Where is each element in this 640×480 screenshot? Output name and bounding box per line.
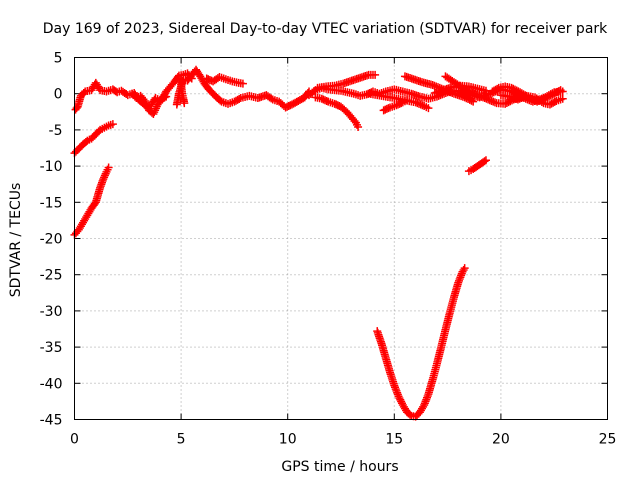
- data-point: [108, 120, 117, 129]
- y-tick-label: -40: [40, 376, 63, 392]
- data-point: [142, 100, 151, 109]
- data-point: [143, 102, 152, 111]
- series-arc-10: [313, 70, 380, 92]
- y-tick-label: -5: [49, 123, 63, 139]
- tick-labels: 0 5 10 15 20 25 5 0 -5 -10 -15 -20 -25 -30 -35 -40 -45: [40, 51, 617, 448]
- data-point: [267, 94, 276, 103]
- data-point: [395, 394, 404, 403]
- series-arc-19: [373, 264, 469, 421]
- data-point: [397, 397, 406, 406]
- series-arc-15: [430, 81, 490, 97]
- data-point: [151, 104, 160, 113]
- series-arc-1: [70, 163, 113, 239]
- x-tick-label: 20: [492, 432, 510, 448]
- axis-ticks: [74, 57, 608, 420]
- series-arc-7: [177, 75, 189, 108]
- data-point: [100, 171, 109, 180]
- series-arc-13: [400, 72, 478, 106]
- data-point: [459, 265, 468, 274]
- data-point: [101, 169, 110, 178]
- data-point: [99, 175, 108, 184]
- data-point: [180, 99, 189, 108]
- y-tick-label: 5: [54, 51, 63, 67]
- y-tick-label: -30: [40, 304, 63, 320]
- data-point: [371, 70, 380, 79]
- data-point: [537, 97, 546, 106]
- data-point: [100, 173, 109, 182]
- data-point: [394, 392, 403, 401]
- chart-title: Day 169 of 2023, Sidereal Day-to-day VTE…: [43, 21, 608, 37]
- data-point: [403, 96, 412, 105]
- data-point: [558, 94, 567, 103]
- series-arc-18: [464, 156, 490, 176]
- x-axis-label: GPS time / hours: [281, 459, 398, 475]
- data-point: [150, 108, 159, 117]
- data-point: [493, 84, 502, 93]
- data-point: [554, 86, 563, 95]
- x-tick-label: 15: [385, 432, 403, 448]
- x-tick-label: 10: [279, 432, 297, 448]
- data-marks: [70, 65, 567, 421]
- data-point: [460, 264, 469, 273]
- data-point: [550, 97, 559, 106]
- data-point: [469, 97, 478, 106]
- series-arc-5: [172, 65, 314, 112]
- series-arc-11: [364, 89, 433, 113]
- y-tick-label: -10: [40, 159, 63, 175]
- y-axis-label: SDTVAR / TECUs: [8, 183, 24, 298]
- data-point: [480, 157, 489, 166]
- data-point: [354, 123, 363, 132]
- data-point: [405, 410, 414, 419]
- x-tick-label: 5: [177, 432, 186, 448]
- y-tick-label: -20: [40, 232, 63, 248]
- y-tick-label: -25: [40, 268, 63, 284]
- data-point: [467, 96, 476, 105]
- data-point: [140, 96, 149, 105]
- data-point: [556, 86, 565, 95]
- data-point: [235, 94, 244, 103]
- data-point: [149, 109, 158, 118]
- data-point: [104, 163, 113, 172]
- series-arc-6: [202, 73, 247, 88]
- data-point: [238, 79, 247, 88]
- series-arc-12: [379, 96, 412, 115]
- data-point: [419, 402, 428, 411]
- data-point: [396, 395, 405, 404]
- y-tick-label: -15: [40, 195, 63, 211]
- y-tick-label: -45: [40, 413, 63, 429]
- data-point: [424, 104, 433, 113]
- y-tick-label: -35: [40, 340, 63, 356]
- series-arc-17: [496, 91, 567, 109]
- data-point: [141, 98, 150, 107]
- series-arc-9: [311, 93, 363, 132]
- plot-frame: [74, 57, 608, 420]
- data-point: [151, 106, 160, 115]
- data-point: [481, 156, 490, 165]
- x-tick-label: 0: [70, 432, 79, 448]
- series-arc-2: [70, 120, 117, 158]
- y-tick-label: 0: [54, 87, 63, 103]
- x-tick-label: 25: [599, 432, 617, 448]
